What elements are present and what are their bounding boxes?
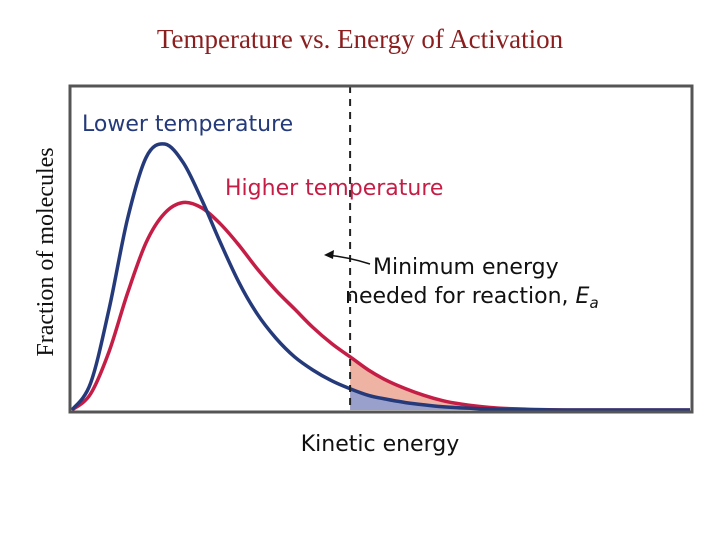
plot-frame [68,84,694,414]
threshold-subscript: a [589,294,598,312]
threshold-label-line2: needed for reaction, Ea [345,284,599,312]
higher-temperature-label: Higher temperature [225,176,443,201]
slide-title: Temperature vs. Energy of Activation [156,24,564,54]
lower-temperature-tail-area [350,388,690,410]
threshold-pointer-arrow [326,254,371,265]
threshold-label-text: needed for reaction, [345,284,576,309]
threshold-symbol: E [576,284,590,309]
threshold-label-line1: Minimum energy [373,255,559,280]
lower-temperature-curve [70,142,690,412]
y-axis-label: Fraction of molecules [33,147,59,356]
distribution-curves [70,142,690,412]
threshold-arrowhead [324,250,334,259]
tail-areas [350,356,690,411]
x-axis-label: Kinetic energy [301,432,460,457]
lower-temperature-label: Lower temperature [82,112,293,137]
